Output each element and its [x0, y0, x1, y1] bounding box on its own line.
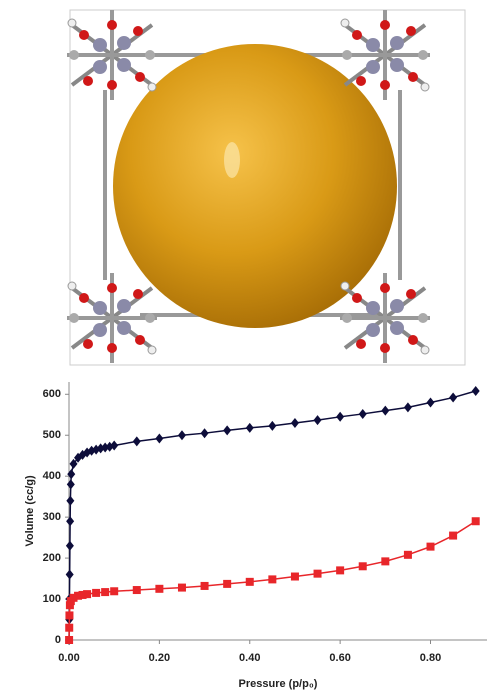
- data-point: [133, 586, 141, 594]
- figure: Volume (cc/g) Pressure (p/p₀) 0 100 200 300…: [0, 0, 487, 691]
- y-axis-label: Volume (cc/g): [24, 475, 36, 547]
- data-point: [92, 589, 100, 597]
- data-point: [67, 469, 75, 479]
- x-axis-label: Pressure (p/p₀): [239, 678, 318, 690]
- data-point: [291, 418, 299, 428]
- highlight: [224, 142, 240, 178]
- data-point: [101, 588, 109, 596]
- data-point: [201, 428, 209, 438]
- data-point: [449, 393, 457, 403]
- y-tick-label: 400: [43, 470, 61, 482]
- x-tick-label: 0.00: [58, 652, 79, 664]
- x-tick-label: 0.40: [239, 652, 260, 664]
- data-point: [133, 436, 141, 446]
- data-point: [155, 585, 163, 593]
- data-point: [65, 624, 73, 632]
- data-point: [427, 397, 435, 407]
- page: {"chart_data": {"type": "line", "xlabel"…: [0, 0, 487, 691]
- data-point: [66, 516, 74, 526]
- data-point: [67, 479, 75, 489]
- x-tick-label: 0.60: [329, 652, 350, 664]
- data-point: [268, 575, 276, 583]
- data-point: [246, 423, 254, 433]
- data-point: [359, 409, 367, 419]
- data-point: [449, 532, 457, 540]
- x-tick-label: 0.20: [149, 652, 170, 664]
- data-point: [66, 569, 74, 579]
- data-point: [223, 580, 231, 588]
- data-point: [65, 611, 73, 619]
- data-point: [178, 430, 186, 440]
- data-point: [66, 541, 74, 551]
- y-tick-label: 200: [43, 552, 61, 564]
- data-point: [427, 543, 435, 551]
- data-point: [381, 557, 389, 565]
- data-point: [472, 517, 480, 525]
- y-tick-label: 300: [43, 511, 61, 523]
- data-point: [404, 402, 412, 412]
- y-tick-label: 600: [43, 388, 61, 400]
- data-point: [65, 636, 73, 644]
- data-point: [83, 590, 91, 598]
- y-tick-label: 500: [43, 429, 61, 441]
- data-point: [336, 566, 344, 574]
- data-point: [472, 386, 480, 396]
- data-point: [66, 496, 74, 506]
- y-tick-label: 100: [43, 593, 61, 605]
- data-point: [155, 434, 163, 444]
- data-point: [359, 562, 367, 570]
- x-tick-label: 0.80: [420, 652, 441, 664]
- data-point: [336, 412, 344, 422]
- data-point: [201, 582, 209, 590]
- data-point: [291, 573, 299, 581]
- y-tick-label: 0: [55, 634, 61, 646]
- data-point: [404, 551, 412, 559]
- structure-image: [67, 10, 465, 365]
- chart: Volume (cc/g) Pressure (p/p₀) 0 100 200 300…: [24, 382, 487, 690]
- data-point: [178, 584, 186, 592]
- data-point: [110, 587, 118, 595]
- data-point: [246, 578, 254, 586]
- data-point: [223, 425, 231, 435]
- data-point: [314, 415, 322, 425]
- data-point: [314, 570, 322, 578]
- data-point: [381, 406, 389, 416]
- data-point: [268, 421, 276, 431]
